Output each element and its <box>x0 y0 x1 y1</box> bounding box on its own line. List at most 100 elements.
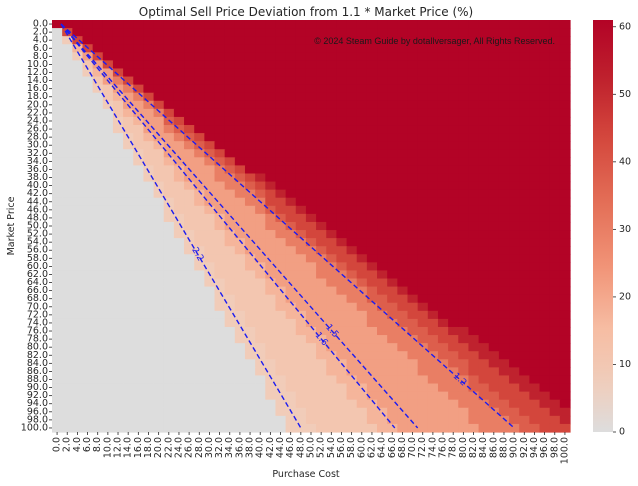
heatmap-cell <box>295 173 307 183</box>
heatmap-cell <box>244 173 256 183</box>
heatmap-cell <box>326 399 337 409</box>
heatmap-cell <box>326 125 337 134</box>
heatmap-cell <box>92 149 104 158</box>
heatmap-cell <box>194 310 205 320</box>
heatmap-cell <box>316 326 327 336</box>
heatmap-cell <box>549 326 561 336</box>
heatmap-cell <box>244 205 256 215</box>
heatmap-cell <box>123 60 134 70</box>
heatmap-cell <box>458 415 470 425</box>
heatmap-cell <box>52 205 63 215</box>
heatmap-cell <box>255 399 266 409</box>
heatmap-cell <box>133 165 145 175</box>
heatmap-cell <box>102 246 114 255</box>
heatmap-cell <box>173 423 185 433</box>
heatmap-cell <box>488 254 500 263</box>
heatmap-cell <box>468 335 480 344</box>
y-tick-label: 12.0 <box>27 67 48 78</box>
heatmap-cell <box>437 165 449 175</box>
contour-line <box>60 23 419 429</box>
heatmap-cell <box>224 36 236 45</box>
heatmap-cell <box>153 367 165 377</box>
heatmap-cell <box>427 189 439 199</box>
heatmap-cell <box>153 230 165 239</box>
heatmap-cell <box>224 68 236 78</box>
heatmap-cell <box>275 367 287 377</box>
heatmap-cell <box>448 28 459 37</box>
heatmap-cell <box>285 294 297 304</box>
heatmap-cell <box>407 343 419 352</box>
heatmap-cell <box>112 302 124 312</box>
heatmap-cell <box>346 76 358 86</box>
heatmap-cell <box>52 270 63 280</box>
heatmap-cell <box>407 68 419 78</box>
heatmap-cell <box>437 286 449 296</box>
heatmap-cell <box>468 359 480 368</box>
heatmap-cell <box>275 44 287 53</box>
heatmap-cell <box>244 20 256 29</box>
heatmap-cell <box>346 391 358 401</box>
heatmap-cell <box>539 294 551 304</box>
heatmap-cell <box>316 125 327 134</box>
heatmap-cell <box>356 68 368 78</box>
heatmap-cell <box>133 294 145 304</box>
heatmap-cell <box>295 205 307 215</box>
heatmap-cell <box>488 60 500 70</box>
heatmap-cell <box>498 36 510 45</box>
heatmap-cell <box>112 125 124 134</box>
heatmap-cell <box>549 423 561 433</box>
heatmap-cell <box>539 286 551 296</box>
heatmap-cell <box>133 100 145 110</box>
heatmap-cell <box>102 125 114 134</box>
heatmap-cell <box>407 205 419 215</box>
heatmap-cell <box>498 383 510 393</box>
heatmap-cell <box>255 181 266 191</box>
heatmap-cell <box>397 92 409 102</box>
heatmap-cell <box>163 60 175 70</box>
heatmap-cell <box>62 84 73 94</box>
heatmap-cell <box>549 238 561 247</box>
heatmap-cell <box>336 318 348 328</box>
heatmap-cell <box>488 108 500 118</box>
heatmap-cell <box>123 262 134 272</box>
heatmap-cell <box>539 230 551 239</box>
heatmap-cell <box>214 125 226 134</box>
heatmap-cell <box>285 310 297 320</box>
heatmap-cell <box>377 116 388 126</box>
heatmap-cell <box>204 343 216 352</box>
heatmap-cell <box>184 44 195 53</box>
heatmap-cell <box>417 213 429 223</box>
heatmap-cell <box>509 141 520 150</box>
heatmap-cell <box>377 100 388 110</box>
heatmap-cell <box>437 375 449 385</box>
heatmap-cell <box>417 343 429 352</box>
heatmap-cell <box>326 375 337 385</box>
heatmap-cell <box>437 92 449 102</box>
heatmap-cell <box>285 84 297 94</box>
heatmap-cell <box>377 286 388 296</box>
heatmap-cell <box>417 310 429 320</box>
heatmap-cell <box>255 415 266 425</box>
y-tick-label: 6.0 <box>33 43 48 54</box>
heatmap-cell <box>417 335 429 344</box>
heatmap-cell <box>559 335 571 344</box>
heatmap-cell <box>82 125 94 134</box>
heatmap-cell <box>417 84 429 94</box>
heatmap-cell <box>397 310 409 320</box>
heatmap-cell <box>427 286 439 296</box>
heatmap-cell <box>427 326 439 336</box>
heatmap-cell <box>244 302 256 312</box>
heatmap-cell <box>478 254 490 263</box>
heatmap-cell <box>336 391 348 401</box>
heatmap-cell <box>509 76 520 86</box>
heatmap-cell <box>275 197 287 207</box>
heatmap-cell <box>488 84 500 94</box>
heatmap-cell <box>326 254 337 263</box>
heatmap-cell <box>356 407 368 417</box>
heatmap-cell <box>316 133 327 142</box>
heatmap-cell <box>488 286 500 296</box>
heatmap-cell <box>214 230 226 239</box>
heatmap-cell <box>478 335 490 344</box>
heatmap-cell <box>529 310 541 320</box>
heatmap-cell <box>316 318 327 328</box>
